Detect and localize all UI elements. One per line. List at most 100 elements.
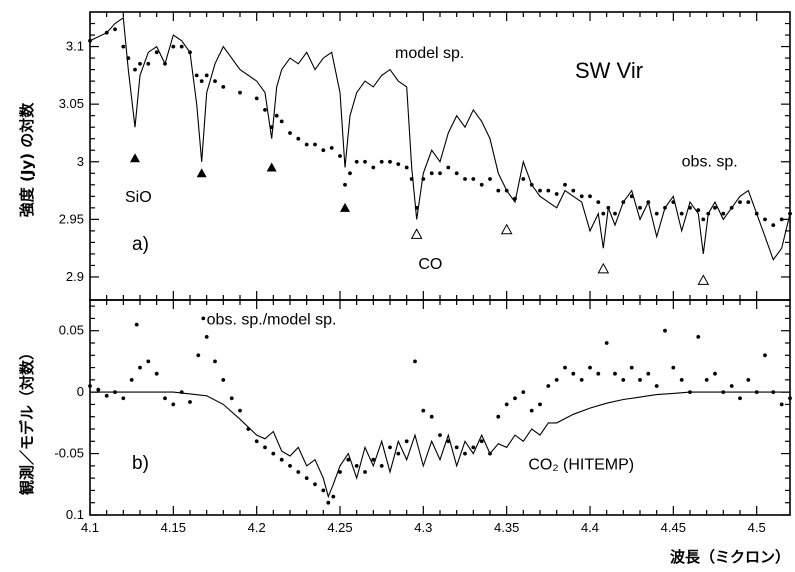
- panel-a-data-point: [746, 200, 751, 205]
- panel-a-data-point: [154, 50, 159, 55]
- panel-b-frame: [89, 299, 791, 516]
- panel-a-label: a): [132, 234, 149, 255]
- panel-a-data-point: [629, 194, 634, 199]
- panel-b-data-point: [729, 384, 734, 388]
- panel-b-data-point: [201, 316, 206, 321]
- panel-b-data-point: [563, 365, 567, 370]
- panel-b-data-point: [646, 371, 651, 376]
- panel-b-data-point: [746, 378, 751, 382]
- panel-b-y-axis-label: 観測／モデル（対数）: [18, 345, 36, 495]
- panel-a-data-point: [463, 177, 467, 181]
- panel-a-data-point: [263, 108, 267, 112]
- panel-b-data-point: [221, 378, 226, 382]
- panel-b-data-point: [654, 384, 659, 388]
- sio-marker-triangle: [340, 202, 350, 212]
- panel-b-data-point: [738, 396, 742, 401]
- panel-b-x-tick-label: 4.15: [161, 520, 186, 535]
- panel-a-data-point: [133, 67, 137, 72]
- panel-b-data-point: [188, 400, 192, 404]
- chart-title: SW Vir: [575, 58, 643, 83]
- panel-b-data-point: [604, 341, 609, 345]
- panel-b-data-point: [429, 414, 434, 419]
- panel-b-y-tick-label: 0.05: [59, 323, 84, 338]
- panel-b-ticks: [89, 300, 790, 516]
- panel-b-data-point: [571, 371, 576, 376]
- panel-b-data-point: [371, 457, 376, 462]
- panel-a-data-point: [254, 96, 259, 101]
- panel-b-data-point: [596, 371, 601, 376]
- panel-b-data-point: [496, 414, 501, 419]
- panel-b-data-point: [246, 427, 251, 431]
- panel-a-annotation: obs. sp.: [682, 153, 738, 170]
- panel-b-data-point: [421, 408, 426, 413]
- panel-a-y-tick-label: 2.9: [66, 269, 84, 284]
- panel-b-data-point: [296, 470, 301, 474]
- panel-a-data-point: [274, 113, 279, 118]
- panel-a-data-point: [488, 177, 492, 181]
- panel-b-y-tick-label: 0: [77, 384, 84, 399]
- panel-a-data-point: [579, 194, 584, 199]
- panel-a-data-point: [179, 44, 184, 49]
- panel-b-data-point: [163, 396, 167, 401]
- panel-b-data-point: [788, 396, 792, 401]
- panel-b-data-point: [529, 408, 534, 413]
- panel-a-data-point: [121, 44, 126, 49]
- panel-b-data-point: [404, 439, 409, 444]
- panel-a-data-point: [414, 205, 419, 210]
- panel-a-data-point: [679, 211, 684, 216]
- panel-b-data-point: [279, 457, 284, 462]
- panel-b-data-point: [521, 390, 526, 394]
- panel-b-x-tick-label: 4.4: [581, 520, 599, 535]
- panel-a-data-point: [396, 162, 401, 167]
- sio-marker-triangle: [266, 162, 277, 172]
- panel-a-data-point: [304, 142, 309, 147]
- panel-b-data-point: [271, 451, 276, 456]
- panel-a-data-point: [621, 200, 626, 205]
- panel-a-data-point: [496, 188, 501, 193]
- panel-a-y-tick-label: 3.05: [59, 96, 84, 111]
- panel-a-data-point: [754, 211, 759, 216]
- panel-a-data-point: [126, 56, 131, 60]
- co-marker-triangle: [500, 223, 513, 235]
- panel-b-data-point: [304, 476, 309, 480]
- panel-a-y-tick-label: 3: [77, 154, 84, 169]
- panel-b-data-point: [179, 390, 184, 394]
- panel-a-data-point: [163, 61, 167, 66]
- panel-a-y-tick-label: 2.95: [59, 211, 84, 226]
- panel-b-annotations: obs. sp./model sp. CO₂ (HITEMP): [207, 312, 634, 474]
- panel-b-data-point: [121, 396, 126, 401]
- panel-a-data-point: [504, 188, 509, 193]
- panel-b-data-point: [704, 378, 709, 382]
- panel-b-data-point: [696, 335, 701, 339]
- panel-b-data-point: [554, 378, 559, 382]
- panel-a-data-point: [513, 196, 517, 201]
- panel-b-data-point: [613, 371, 617, 376]
- panel-a-data-point: [554, 192, 559, 196]
- panel-b-data-point: [504, 402, 509, 407]
- panel-a-data-point: [204, 73, 209, 78]
- panel-b-data-point: [771, 390, 776, 394]
- panel-a-data-point: [738, 200, 742, 205]
- panel-b-data-point: [138, 365, 142, 370]
- x-axis-label: 波長（ミクロン）: [670, 548, 790, 566]
- panel-b-data-point: [754, 390, 759, 394]
- panel-b-data-point: [721, 390, 726, 394]
- panel-a-data-point: [606, 205, 611, 210]
- panel-b-data-point: [679, 378, 684, 382]
- panel-a-data-point: [171, 44, 176, 49]
- panel-b-x-tick-label: 4.25: [327, 520, 352, 535]
- panel-a-data-point: [788, 211, 792, 216]
- panel-a-data-point: [701, 217, 706, 222]
- panel-a-data-point: [529, 182, 534, 187]
- panel-a-data-point: [269, 125, 274, 130]
- panel-a-data-point: [348, 171, 352, 176]
- panel-a-markers: [130, 153, 710, 285]
- panel-b-data-point: [171, 402, 176, 407]
- panel-a-data-point: [696, 208, 701, 213]
- panel-b-data-point: [331, 494, 336, 499]
- panel-b-data-point: [396, 451, 401, 456]
- panel-b-data-point: [363, 470, 367, 474]
- panel-a-data-point: [88, 38, 92, 43]
- panel-a-annotation: model sp.: [395, 45, 464, 62]
- panel-b-data-point: [263, 445, 267, 450]
